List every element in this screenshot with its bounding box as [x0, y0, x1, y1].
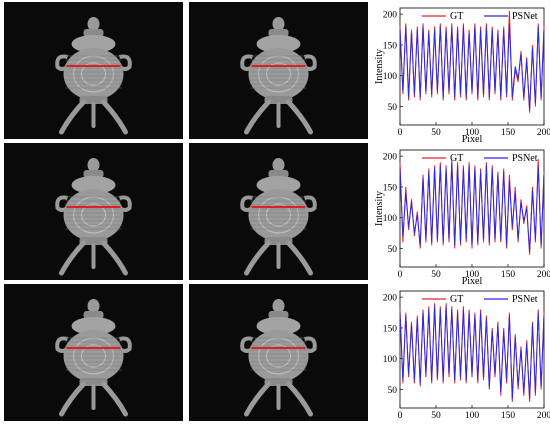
- y-tick-label: 150: [383, 41, 398, 51]
- y-axis-label: Intensity: [374, 49, 385, 84]
- vase-object: [240, 299, 317, 417]
- vase-object: [240, 158, 317, 276]
- y-tick-label: 150: [383, 324, 398, 334]
- x-tick-label: 150: [501, 411, 516, 421]
- y-tick-label: 200: [383, 294, 398, 304]
- y-tick-label: 200: [383, 153, 398, 163]
- vase-object: [55, 17, 132, 135]
- x-tick-label: 200: [537, 411, 550, 421]
- x-tick-label: 100: [465, 411, 480, 421]
- y-tick-label: 50: [388, 245, 398, 255]
- x-tick-label: 200: [537, 270, 550, 280]
- intensity-chart-3: 0 50 100 150 200 50 100 150 200 GT PSNet: [372, 283, 550, 424]
- x-tick-label: 50: [431, 411, 441, 421]
- y-tick-label: 150: [383, 183, 398, 193]
- x-axis-label: Pixel: [462, 134, 483, 145]
- legend-label-gt: GT: [450, 294, 463, 305]
- x-tick-label: 0: [398, 128, 403, 138]
- y-tick-label: 100: [383, 214, 398, 224]
- legend-label-psnet: PSNet: [512, 294, 538, 305]
- legend-label-psnet: PSNet: [512, 11, 538, 22]
- object-panel-r1c2: [189, 2, 368, 139]
- intensity-chart-1: 0 50 100 150 200 50 100 150 200 GT PSNet Pixel Inten…: [372, 0, 550, 145]
- vase-object: [55, 299, 132, 417]
- object-panel-r3c2: [189, 284, 368, 421]
- object-panel-r2c2: [189, 143, 368, 280]
- x-tick-label: 100: [465, 128, 480, 138]
- x-axis-label: Pixel: [462, 276, 483, 287]
- x-tick-label: 150: [501, 270, 516, 280]
- y-tick-label: 200: [383, 11, 398, 21]
- legend-label-psnet: PSNet: [512, 153, 538, 164]
- y-axis-label: Intensity: [374, 191, 385, 226]
- y-tick-label: 50: [388, 386, 398, 396]
- series-line-psnet: [399, 23, 545, 110]
- x-tick-label: 50: [431, 128, 441, 138]
- series-line-psnet: [399, 306, 545, 399]
- y-tick-label: 100: [383, 355, 398, 365]
- plot-area: [399, 290, 545, 409]
- object-panel-r3c1: [4, 284, 183, 421]
- x-tick-label: 150: [501, 128, 516, 138]
- x-tick-label: 50: [431, 270, 441, 280]
- legend-label-gt: GT: [450, 11, 463, 22]
- x-tick-label: 100: [465, 270, 480, 280]
- x-tick-label: 200: [537, 128, 550, 138]
- vase-object: [240, 17, 317, 135]
- legend-label-gt: GT: [450, 153, 463, 164]
- object-panel-r2c1: [4, 143, 183, 280]
- series-line-psnet: [399, 162, 545, 252]
- vase-object: [55, 158, 132, 276]
- x-tick-label: 0: [398, 411, 403, 421]
- object-panel-r1c1: [4, 2, 183, 139]
- x-tick-label: 0: [398, 270, 403, 280]
- y-tick-label: 50: [388, 103, 398, 113]
- intensity-chart-2: 0 50 100 150 200 50 100 150 200 GT PSNet Pixel Inten…: [372, 142, 550, 287]
- y-tick-label: 100: [383, 72, 398, 82]
